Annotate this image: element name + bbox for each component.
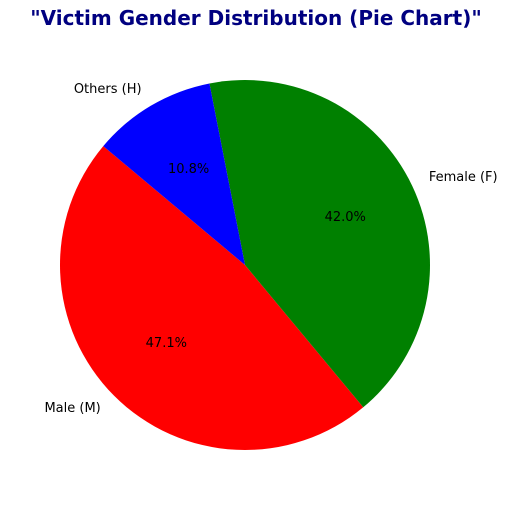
pie-category-label-male-m: Male (M) <box>44 401 100 416</box>
pie-slice-female-f <box>209 80 430 408</box>
pie-labels: 47.1% Male (M) 42.0% Female (F) 10.8% Others … <box>44 82 497 416</box>
pie-category-label-others-h: Others (H) <box>74 82 142 97</box>
pie-slice-others-h <box>103 83 246 266</box>
pie-pct-label-female-f: 42.0% <box>325 210 366 225</box>
pie-category-label-female-f: Female (F) <box>429 170 498 185</box>
pie-pct-label-male-m: 47.1% <box>146 336 187 351</box>
pie-slices <box>59 80 430 450</box>
chart-title: "Victim Gender Distribution (Pie Chart)" <box>30 6 482 30</box>
pie-slice-male-m <box>59 146 364 450</box>
pie-pct-label-others-h: 10.8% <box>168 162 209 177</box>
